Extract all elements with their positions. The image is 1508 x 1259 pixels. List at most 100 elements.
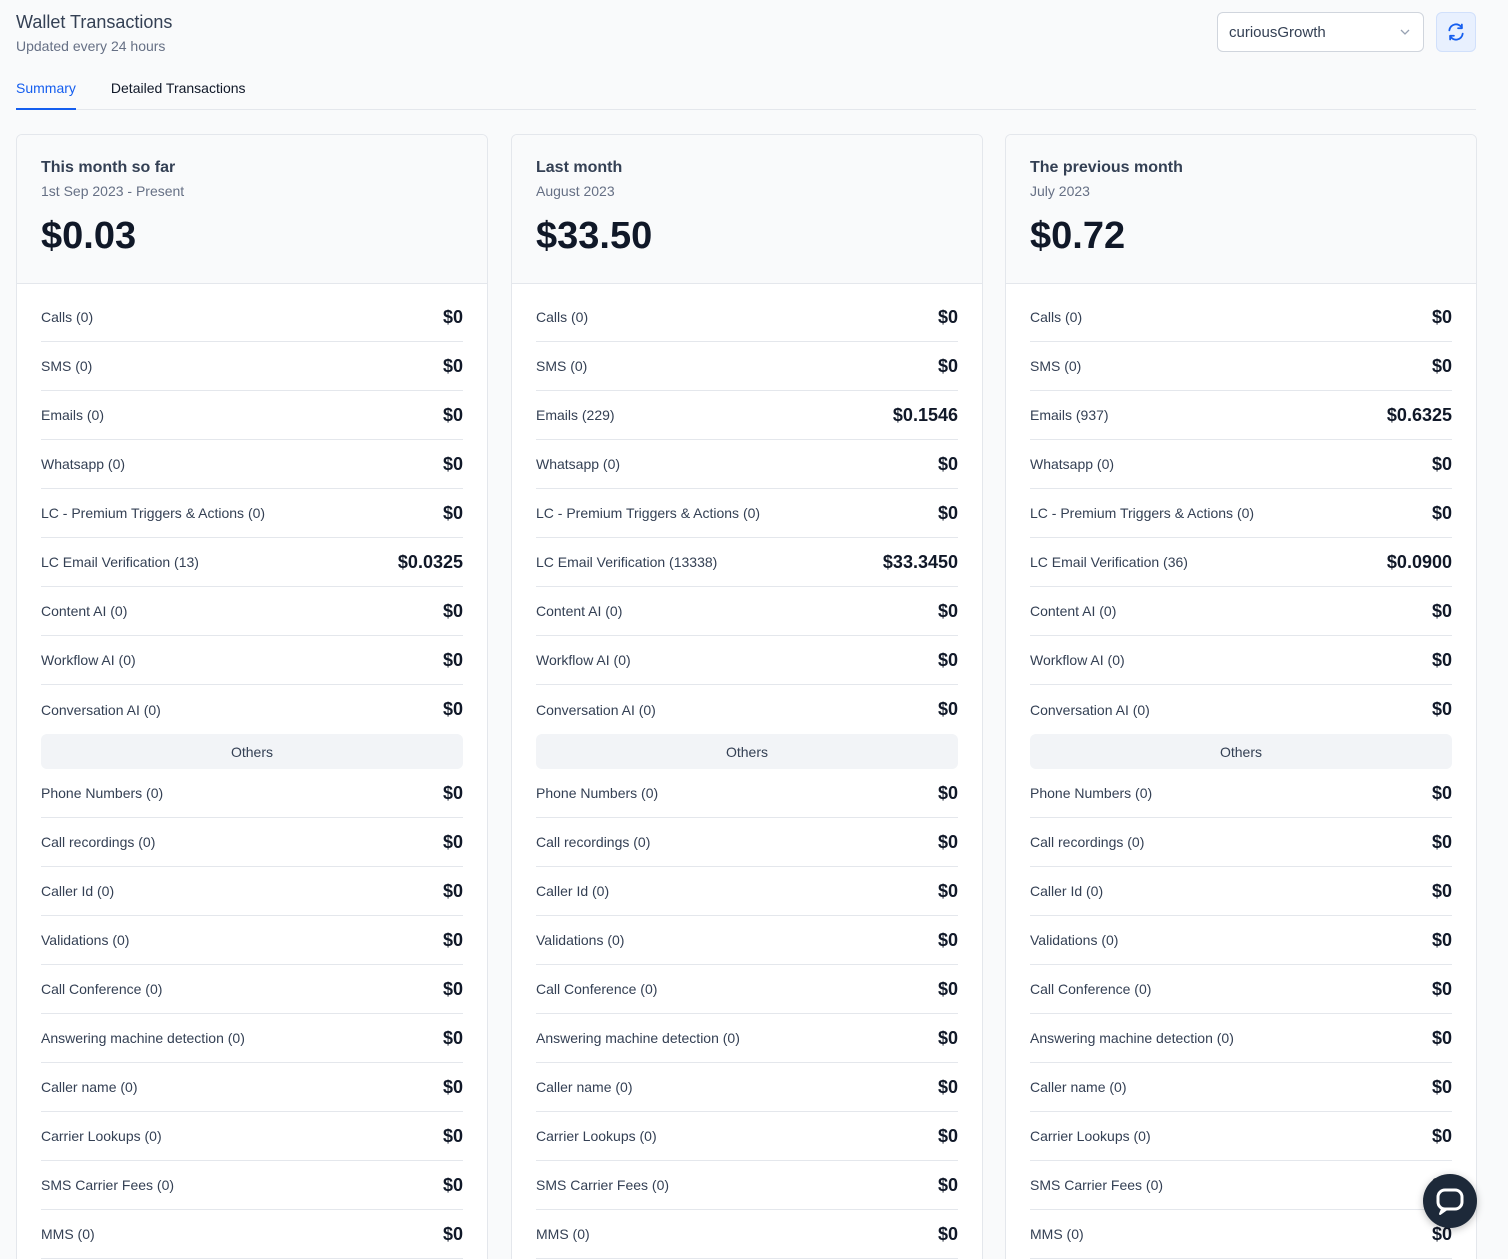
line-item-label: Workflow AI (0) [41, 652, 136, 668]
line-item-amount: $0 [442, 306, 463, 327]
card-header: This month so far 1st Sep 2023 - Present $… [17, 135, 487, 284]
line-item-label: Carrier Lookups (0) [1030, 1128, 1151, 1144]
line-item-label: Carrier Lookups (0) [41, 1128, 162, 1144]
line-item-label: Whatsapp (0) [41, 456, 126, 472]
line-item: LC Email Verification (13) $0.0325 [41, 538, 463, 587]
line-item: LC - Premium Triggers & Actions (0) $0 [41, 489, 463, 538]
line-item: SMS (0) $0 [536, 342, 958, 391]
card-header: The previous month July 2023 $0.72 [1006, 135, 1476, 284]
others-section-header: Others [41, 734, 463, 769]
line-item-amount: $0 [1431, 355, 1452, 376]
line-item: Conversation AI (0) $0 [41, 685, 463, 734]
line-item-label: Workflow AI (0) [536, 652, 631, 668]
line-item: Call Conference (0) $0 [1030, 965, 1452, 1014]
line-item-amount: $0 [442, 355, 463, 376]
line-item-amount: $0 [937, 978, 958, 999]
line-item-amount: $0 [937, 1223, 958, 1244]
line-item: Carrier Lookups (0) $0 [1030, 1112, 1452, 1161]
line-item-amount: $0.1546 [892, 404, 958, 425]
line-item-amount: $0 [937, 355, 958, 376]
line-item: Whatsapp (0) $0 [1030, 440, 1452, 489]
line-item-label: LC Email Verification (36) [1030, 554, 1188, 570]
line-item: Caller Id (0) $0 [1030, 867, 1452, 916]
line-item: Validations (0) $0 [41, 916, 463, 965]
line-item-label: Caller Id (0) [1030, 883, 1104, 899]
line-item-label: Call recordings (0) [41, 834, 156, 850]
card-body: Calls (0) $0 SMS (0) $0 Emails (229) $0.1546 W… [512, 284, 982, 1259]
line-item-amount: $0 [937, 880, 958, 901]
line-item: Validations (0) $0 [1030, 916, 1452, 965]
line-item-label: Caller Id (0) [41, 883, 115, 899]
line-item-amount: $0 [937, 502, 958, 523]
line-item-label: Call Conference (0) [1030, 981, 1152, 997]
line-item-amount: $0 [442, 880, 463, 901]
line-item: Call Conference (0) $0 [536, 965, 958, 1014]
line-item-label: Whatsapp (0) [1030, 456, 1115, 472]
line-item-label: MMS (0) [1030, 1226, 1084, 1242]
line-item-label: Caller name (0) [536, 1079, 633, 1095]
line-item-label: Phone Numbers (0) [1030, 785, 1153, 801]
summary-card: Last month August 2023 $33.50 Calls (0) $0 SM… [511, 134, 983, 1259]
line-item: Answering machine detection (0) $0 [1030, 1014, 1452, 1063]
line-item: Emails (937) $0.6325 [1030, 391, 1452, 440]
line-item-amount: $0.6325 [1386, 404, 1452, 425]
line-item: Conversation AI (0) $0 [1030, 685, 1452, 734]
line-item: Conversation AI (0) $0 [536, 685, 958, 734]
line-item-label: Conversation AI (0) [1030, 701, 1150, 718]
line-item: Content AI (0) $0 [536, 587, 958, 636]
line-item-amount: $0 [937, 306, 958, 327]
line-item-label: Workflow AI (0) [1030, 652, 1125, 668]
line-item-label: SMS Carrier Fees (0) [41, 1177, 175, 1193]
line-item-label: Validations (0) [536, 932, 625, 948]
line-item-label: Call Conference (0) [536, 981, 658, 997]
card-body: Calls (0) $0 SMS (0) $0 Emails (937) $0.6325 W… [1006, 284, 1476, 1259]
line-item-label: Phone Numbers (0) [41, 785, 164, 801]
line-item: Content AI (0) $0 [41, 587, 463, 636]
line-item-amount: $0 [442, 649, 463, 670]
line-item-amount: $0 [1431, 978, 1452, 999]
line-item-amount: $0 [442, 1174, 463, 1195]
account-select[interactable]: curiousGrowth [1217, 12, 1424, 52]
line-item-label: Calls (0) [41, 309, 94, 325]
line-item-amount: $0 [442, 1027, 463, 1048]
others-section-header: Others [536, 734, 958, 769]
line-item: SMS (0) $0 [41, 342, 463, 391]
tab-summary[interactable]: Summary [16, 76, 76, 110]
card-title: Last month [536, 159, 623, 176]
line-item-amount: $0 [1431, 306, 1452, 327]
line-item-label: SMS (0) [41, 358, 93, 374]
line-item: SMS Carrier Fees (0)$0 [1030, 1161, 1452, 1210]
tab-detailed-transactions[interactable]: Detailed Transactions [110, 80, 246, 96]
page-title: Wallet Transactions [16, 12, 173, 32]
page-subtitle: Updated every 24 hours [16, 38, 166, 54]
line-item: Phone Numbers (0) $0 [1030, 769, 1452, 818]
card-period: August 2023 [536, 183, 615, 199]
line-item: LC - Premium Triggers & Actions (0) $0 [536, 489, 958, 538]
line-item: Emails (0) $0 [41, 391, 463, 440]
line-item: Answering machine detection (0) $0 [536, 1014, 958, 1063]
line-item-label: Content AI (0) [41, 603, 128, 619]
line-item-amount: $33.3450 [882, 551, 958, 572]
line-item-label: Call recordings (0) [1030, 834, 1145, 850]
line-item: LC Email Verification (36) $0.0900 [1030, 538, 1452, 587]
line-item-amount: $0 [442, 1125, 463, 1146]
card-total: $0.03 [41, 215, 137, 257]
card-total: $33.50 [536, 215, 653, 257]
line-item: SMS (0) $0 [1030, 342, 1452, 391]
card-period: July 2023 [1030, 183, 1090, 199]
line-item: LC - Premium Triggers & Actions (0) $0 [1030, 489, 1452, 538]
line-item-label: LC - Premium Triggers & Actions (0) [1030, 505, 1255, 521]
line-item: Phone Numbers (0) $0 [536, 769, 958, 818]
line-item-label: Answering machine detection (0) [1030, 1030, 1234, 1046]
refresh-button[interactable] [1436, 12, 1476, 52]
chat-button[interactable] [1423, 1174, 1477, 1228]
line-item-label: Call recordings (0) [536, 834, 651, 850]
line-item: Workflow AI (0) $0 [1030, 636, 1452, 685]
line-item-amount: $0 [937, 831, 958, 852]
card-title: This month so far [41, 159, 176, 176]
line-item-amount: $0 [1431, 649, 1452, 670]
line-item: Caller Id (0) $0 [536, 867, 958, 916]
summary-card: The previous month July 2023 $0.72 Calls (0… [1005, 134, 1477, 1259]
line-item: MMS (0) $0 [41, 1210, 463, 1259]
line-item-label: Caller name (0) [1030, 1079, 1127, 1095]
